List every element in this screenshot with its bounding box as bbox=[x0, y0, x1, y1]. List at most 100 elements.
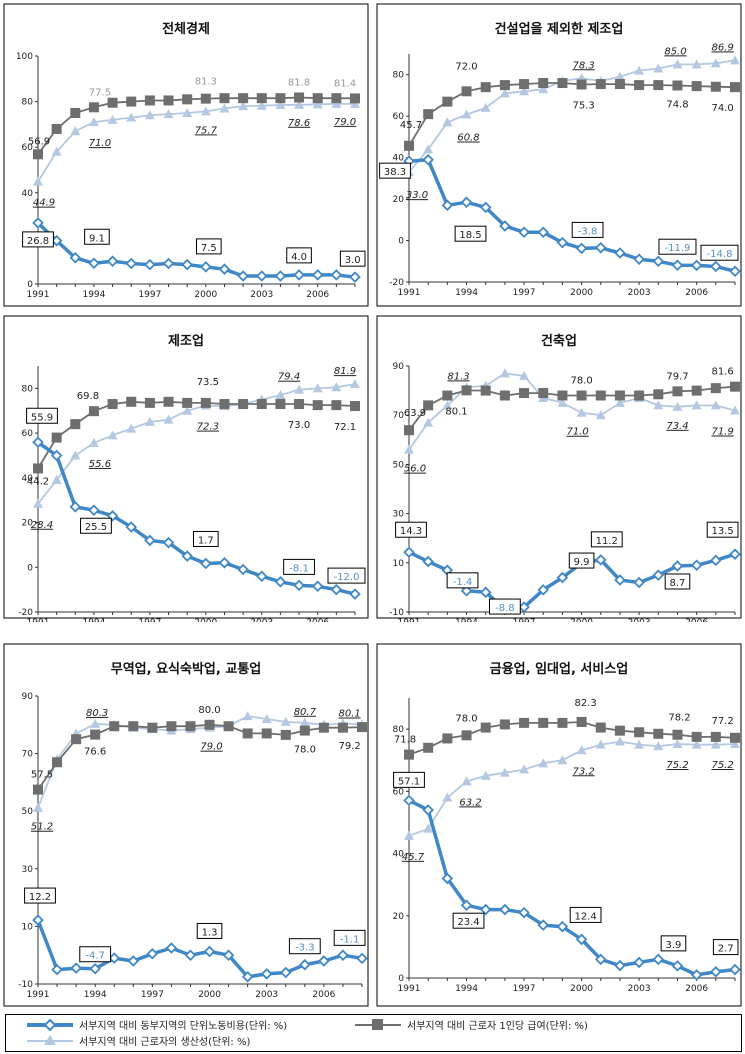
labor-point bbox=[203, 945, 216, 958]
x-tick-label: 1997 bbox=[138, 290, 161, 300]
labor-point bbox=[518, 906, 530, 919]
wage-point bbox=[166, 721, 177, 732]
x-tick-label: 2000 bbox=[570, 288, 593, 298]
wage-point bbox=[200, 397, 211, 408]
wage-point bbox=[576, 390, 587, 401]
prod-point bbox=[538, 84, 549, 94]
wage-point bbox=[318, 722, 329, 733]
prod-point bbox=[442, 792, 453, 802]
chart-panel-manufacturing-excl-construction: 건설업을 제외한 제조업 -20 0 20 40 60 80 1991 1994 1997 2000… bbox=[373, 0, 745, 310]
labor-point bbox=[260, 968, 273, 980]
data-label-box bbox=[712, 939, 739, 956]
data-label: 80.1 bbox=[445, 406, 467, 417]
wage-point bbox=[223, 721, 234, 732]
x-tick-label: 1994 bbox=[84, 990, 107, 1000]
chart-total-economy: 전체경제020406080100199119941997200020032006… bbox=[3, 3, 369, 307]
labor-point bbox=[575, 933, 588, 946]
labor-point bbox=[255, 570, 268, 582]
prod-point bbox=[312, 383, 323, 393]
data-label: 26.8 bbox=[27, 236, 49, 247]
wage-point bbox=[275, 93, 286, 104]
x-tick-label: 2006 bbox=[685, 618, 708, 622]
x-tick-label: 2006 bbox=[306, 290, 329, 300]
data-label: 73.2 bbox=[572, 766, 594, 777]
labor-point bbox=[537, 584, 550, 596]
data-label: 69.8 bbox=[77, 391, 99, 402]
labor-point bbox=[633, 576, 645, 589]
x-tick-label: 2006 bbox=[312, 990, 335, 1000]
wage-point bbox=[404, 140, 414, 151]
y-tick-label: 20 bbox=[22, 519, 34, 529]
chart-manufacturing: 제조업 -20 0 20 40 60 80 1991 1994 1997 2000 2003 2006 4… bbox=[3, 315, 369, 622]
data-label: 75.2 bbox=[666, 760, 688, 771]
chart-title: 건축업 bbox=[541, 333, 577, 349]
data-label: 25.5 bbox=[85, 522, 107, 533]
labor-point bbox=[633, 253, 645, 265]
x-tick-label: 1994 bbox=[82, 618, 105, 622]
labor-point bbox=[222, 949, 235, 961]
data-label: 80.1 bbox=[338, 709, 360, 720]
prod-point bbox=[614, 71, 625, 81]
wage-point bbox=[595, 79, 606, 90]
data-label: 8.7 bbox=[670, 578, 686, 589]
labor-point bbox=[460, 585, 473, 597]
labor-point bbox=[218, 263, 231, 275]
wage-point bbox=[557, 78, 568, 89]
data-label: 73.5 bbox=[197, 377, 219, 388]
wage-point bbox=[480, 722, 491, 733]
wage-point bbox=[294, 92, 305, 103]
prod-point bbox=[33, 498, 43, 508]
wage-point bbox=[51, 432, 62, 443]
data-label: -8.1 bbox=[289, 563, 309, 574]
labor-point bbox=[690, 259, 703, 272]
labor-point bbox=[32, 914, 44, 926]
wage-point bbox=[242, 728, 253, 739]
prod-point bbox=[182, 108, 193, 117]
wage-point bbox=[90, 729, 101, 740]
x-tick-label: 1997 bbox=[138, 618, 161, 622]
data-label: 33.0 bbox=[406, 190, 428, 201]
labor-point bbox=[710, 554, 722, 567]
labor-point bbox=[241, 971, 254, 983]
labor-point bbox=[575, 242, 588, 255]
prod-point bbox=[275, 390, 286, 400]
data-label: 72.1 bbox=[334, 422, 356, 433]
wage-point bbox=[538, 78, 549, 89]
data-label-box bbox=[454, 225, 487, 242]
prod-point bbox=[634, 65, 645, 75]
wage-point bbox=[404, 425, 414, 436]
prod-point bbox=[163, 414, 174, 424]
labor-point bbox=[349, 588, 361, 600]
wage-point bbox=[109, 721, 120, 732]
prod-point bbox=[423, 823, 434, 833]
prod-point bbox=[614, 736, 625, 746]
prod-point bbox=[219, 103, 230, 113]
wage-point bbox=[538, 717, 549, 728]
y-tick-label: 80 bbox=[393, 725, 405, 735]
y-tick-label: 10 bbox=[393, 559, 405, 569]
prod-point bbox=[182, 405, 193, 415]
wage-point bbox=[499, 719, 510, 730]
wage-point bbox=[126, 96, 137, 107]
wage-point bbox=[299, 725, 310, 736]
prod-point bbox=[404, 830, 414, 840]
wage-point bbox=[238, 399, 249, 410]
data-label-box bbox=[79, 946, 112, 963]
data-label-box bbox=[706, 521, 739, 538]
prod-point bbox=[730, 739, 740, 749]
y-tick-label: 80 bbox=[22, 98, 34, 108]
data-label: 79.0 bbox=[200, 742, 222, 753]
labor-point bbox=[125, 257, 138, 270]
wage-point bbox=[280, 729, 291, 740]
prod-point bbox=[519, 86, 530, 96]
x-tick-label: 2003 bbox=[628, 288, 651, 298]
wage-point bbox=[730, 732, 740, 743]
labor-point bbox=[274, 576, 287, 588]
labor-point bbox=[652, 255, 665, 268]
labor-point bbox=[479, 201, 492, 214]
y-tick-label: 70 bbox=[22, 750, 34, 760]
prod-point bbox=[461, 776, 472, 786]
data-label: 9.1 bbox=[89, 233, 105, 244]
labor-point bbox=[594, 242, 607, 254]
wage-point bbox=[442, 96, 453, 107]
